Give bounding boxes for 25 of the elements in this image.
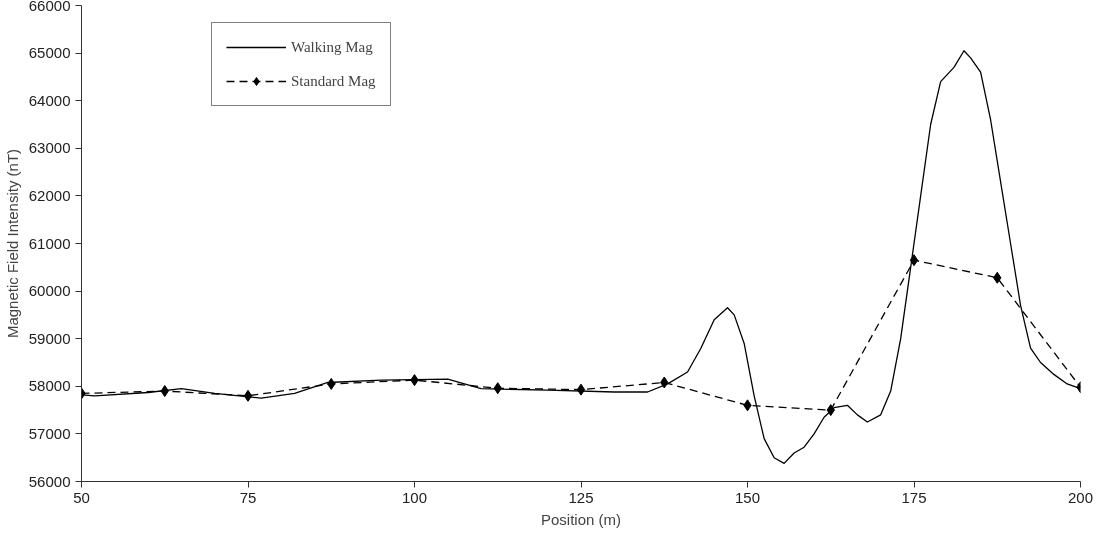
y-tick-label: 57000 xyxy=(28,424,71,442)
x-tick-label: 75 xyxy=(239,488,257,506)
y-tick-label: 65000 xyxy=(28,44,71,62)
legend-label: Standard Mag xyxy=(291,72,376,90)
y-tick-label: 58000 xyxy=(28,377,71,395)
y-tick-label: 60000 xyxy=(28,282,71,300)
x-tick-label: 175 xyxy=(901,488,927,506)
y-tick-label: 62000 xyxy=(28,186,71,204)
x-tick-label: 200 xyxy=(1067,488,1094,506)
y-tick-label: 66000 xyxy=(28,0,71,14)
y-tick-label: 59000 xyxy=(28,329,71,347)
x-axis-title: Position (m) xyxy=(540,510,622,528)
y-axis-title: Magnetic Field Intensity (nT) xyxy=(3,148,21,339)
y-tick-label: 61000 xyxy=(28,234,71,252)
x-tick-label: 100 xyxy=(401,488,428,506)
y-tick-label: 63000 xyxy=(28,139,71,157)
y-tick-label: 64000 xyxy=(28,91,71,109)
x-tick-label: 125 xyxy=(568,488,594,506)
point xyxy=(909,254,919,267)
point xyxy=(243,389,253,402)
x-tick-label: 150 xyxy=(734,488,761,506)
legend-label: Walking Mag xyxy=(291,38,373,56)
x-tick-label: 50 xyxy=(73,488,90,506)
point xyxy=(576,383,586,396)
y-tick-label: 56000 xyxy=(28,472,71,490)
